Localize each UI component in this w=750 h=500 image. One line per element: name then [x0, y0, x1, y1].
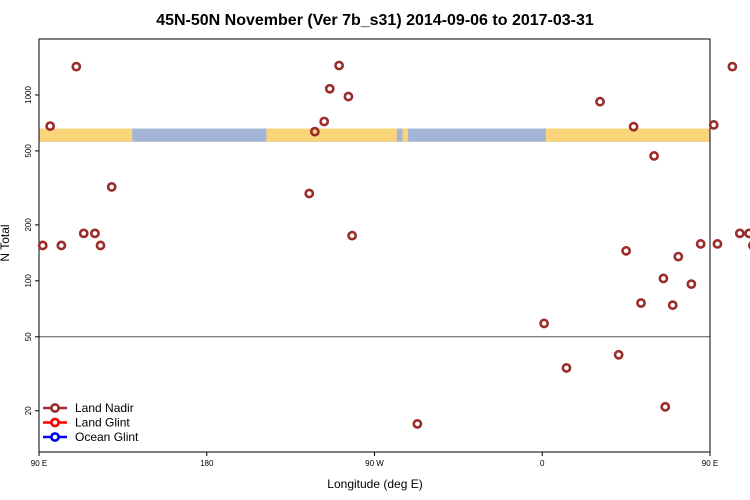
- data-point: [319, 116, 330, 127]
- data-point: [37, 240, 48, 251]
- data-point: [727, 61, 738, 72]
- y-tick-label: 500: [24, 144, 33, 158]
- data-point: [78, 228, 89, 239]
- data-point: [324, 83, 335, 94]
- x-tick-label: 90 E: [31, 459, 47, 468]
- data-point: [636, 298, 646, 308]
- data-point: [343, 91, 354, 102]
- data-point: [744, 228, 750, 239]
- legend-marker: [50, 403, 60, 413]
- data-point: [621, 245, 632, 256]
- legend-label: Ocean Glint: [75, 430, 139, 444]
- data-point: [309, 126, 320, 137]
- legend-marker: [50, 432, 60, 442]
- x-tick-label: 90 E: [702, 459, 718, 468]
- land-ocean-strip: [39, 128, 710, 142]
- y-tick-label: 200: [24, 218, 33, 232]
- data-point: [628, 121, 639, 132]
- data-point: [613, 349, 624, 360]
- x-tick-label: 90 W: [365, 459, 384, 468]
- data-point: [658, 273, 669, 284]
- land-segment: [545, 128, 710, 142]
- data-point: [712, 239, 723, 249]
- x-tick-label: 180: [200, 459, 214, 468]
- data-point: [747, 241, 750, 250]
- data-point: [673, 251, 684, 262]
- data-points: [37, 60, 750, 429]
- data-point: [649, 151, 659, 161]
- legend-label: Land Glint: [75, 416, 130, 430]
- y-tick-label: 20: [24, 406, 33, 415]
- data-point: [90, 228, 100, 239]
- x-tick-label: 0: [540, 459, 545, 468]
- data-point: [708, 120, 719, 130]
- x-axis-label: Longitude (deg E): [327, 477, 422, 491]
- data-point: [686, 279, 697, 290]
- data-point: [347, 230, 358, 241]
- land-segment: [39, 128, 133, 142]
- legend-marker: [50, 417, 60, 428]
- data-point: [660, 401, 671, 412]
- data-point: [734, 228, 745, 239]
- data-point: [595, 96, 605, 107]
- legend-label: Land Nadir: [75, 401, 134, 415]
- data-point: [95, 240, 106, 251]
- data-point: [695, 239, 706, 249]
- land-segment: [402, 128, 409, 142]
- data-point: [106, 182, 117, 192]
- data-point: [561, 363, 572, 373]
- y-axis: 20 50 100 200 500 1000: [24, 86, 39, 415]
- data-point: [539, 318, 550, 329]
- data-point: [304, 188, 315, 199]
- x-axis: 90 E 180 90 W 0 90 E: [31, 452, 718, 468]
- y-tick-label: 100: [24, 274, 33, 288]
- y-tick-label: 50: [24, 332, 33, 341]
- land-segment: [266, 128, 397, 142]
- chart-title: 45N-50N November (Ver 7b_s31) 2014-09-06…: [156, 12, 594, 29]
- data-point: [71, 61, 82, 72]
- land-segment: [375, 128, 377, 142]
- data-point: [412, 418, 423, 429]
- y-axis-label: N Total: [0, 224, 12, 261]
- data-point: [56, 240, 67, 251]
- y-tick-label: 1000: [24, 86, 33, 104]
- data-point: [667, 300, 678, 311]
- data-point: [45, 121, 56, 131]
- data-point: [334, 60, 344, 71]
